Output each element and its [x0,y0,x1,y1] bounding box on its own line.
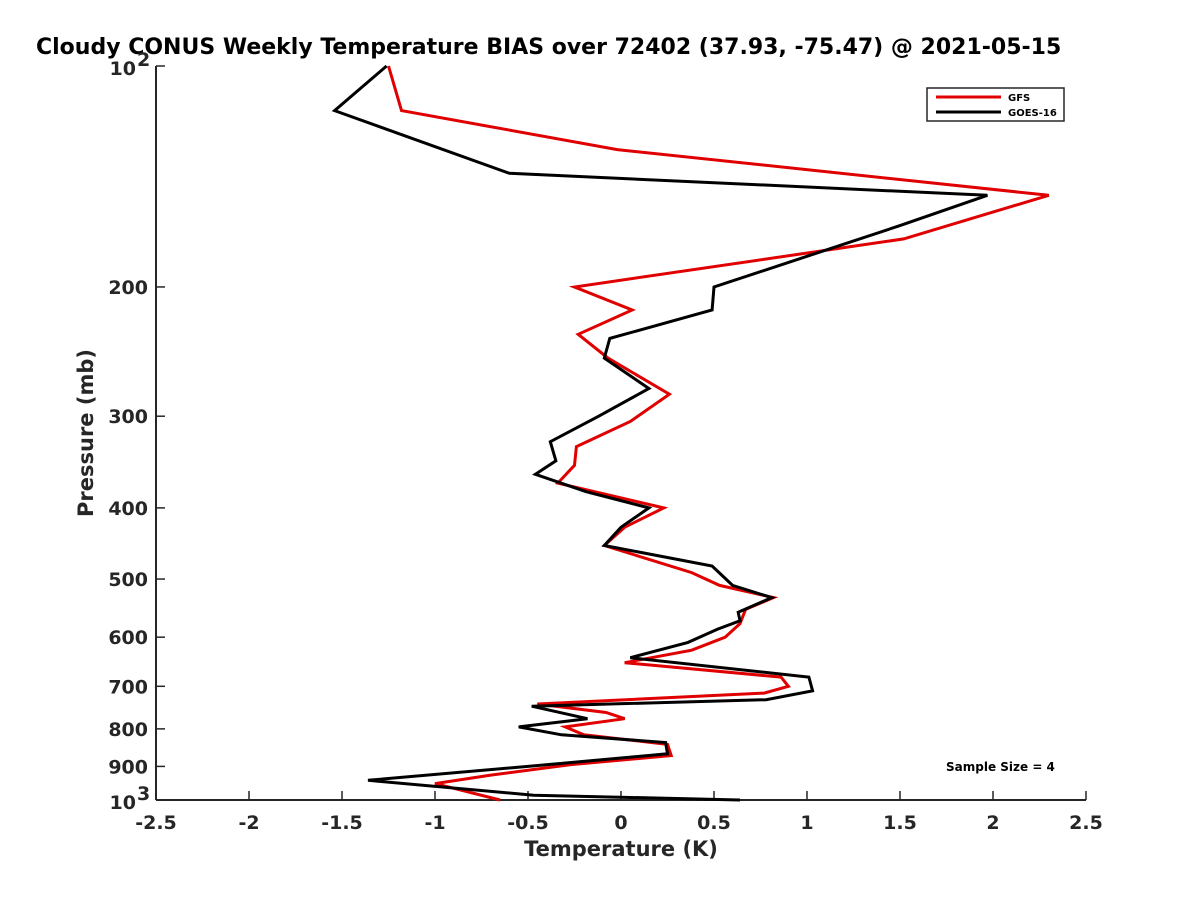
x-tick-label: -0.5 [507,812,549,834]
axis-ticks: -2.5 -2 -1.5 -1 -0.5 0 0.5 1 1.5 2 2.510 2200300400… [108,49,1103,834]
sample-size-annotation: Sample Size = 4 [946,760,1055,774]
y-tick-label: 10 [110,58,136,80]
y-tick-label: 500 [108,569,148,591]
x-tick-label: -2 [238,812,259,834]
legend-label: GOES-16 [1008,108,1057,119]
x-tick-label: 2.5 [1069,812,1103,834]
x-tick-label: -1.5 [321,812,363,834]
plot-area [156,66,1086,800]
series-line-goes-16 [335,66,988,800]
x-tick-label: 1 [800,812,813,834]
y-tick-exponent: 3 [137,783,150,805]
y-tick-label: 600 [108,627,148,649]
x-tick-label: -2.5 [135,812,177,834]
legend: GFS GOES-16 [927,88,1064,121]
legend-label: GFS [1008,93,1030,104]
y-tick-label: 200 [108,277,148,299]
x-tick-label: 1.5 [883,812,917,834]
series-layer [335,66,1049,800]
y-tick-label: 10 [110,792,136,814]
y-tick-label: 400 [108,498,148,520]
y-axis-label: Pressure (mb) [74,349,98,517]
y-tick-label: 900 [108,756,148,778]
x-tick-label: 2 [986,812,999,834]
x-tick-label: -1 [424,812,445,834]
chart-title: Cloudy CONUS Weekly Temperature BIAS ove… [36,35,1061,60]
series-line-gfs [389,66,1049,800]
x-tick-label: 0 [614,812,627,834]
x-axis-label: Temperature (K) [524,837,718,861]
x-tick-label: 0.5 [697,812,731,834]
y-tick-exponent: 2 [137,49,150,71]
y-tick-label: 300 [108,406,148,428]
y-tick-label: 700 [108,676,148,698]
y-tick-label: 800 [108,719,148,741]
